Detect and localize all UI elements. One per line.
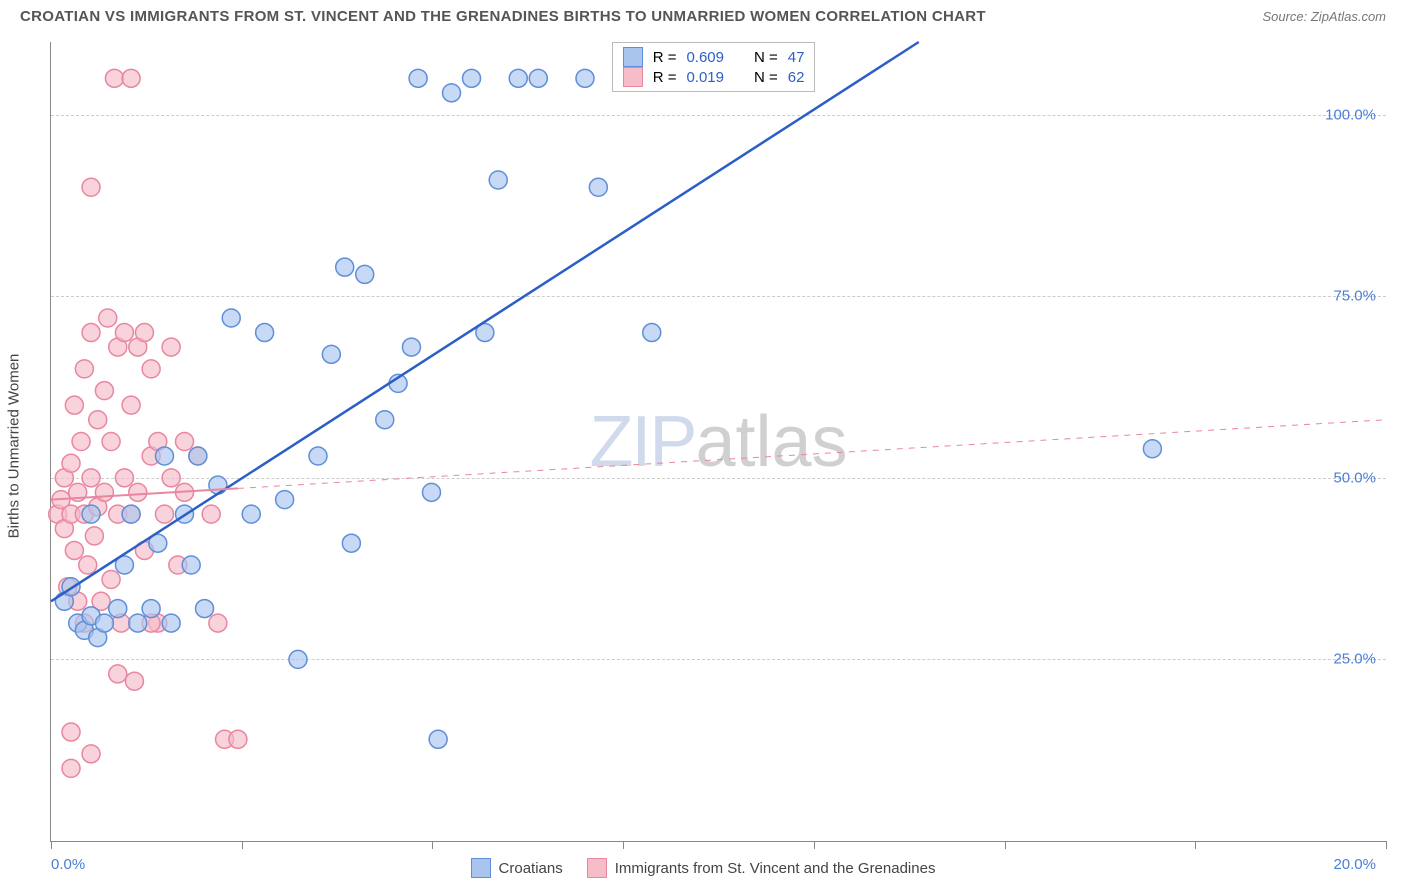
chart-plot-area: ZIPatlas 25.0%50.0%75.0%100.0% R = 0.609… [50, 42, 1386, 842]
legend-label: Croatians [499, 860, 563, 877]
series-legend: Croatians Immigrants from St. Vincent an… [0, 858, 1406, 878]
chart-title: CROATIAN VS IMMIGRANTS FROM ST. VINCENT … [20, 8, 986, 25]
legend-swatch-immigrants [623, 67, 643, 87]
legend-n-value-immigrants: 62 [788, 69, 805, 86]
legend-r-label: R = [653, 69, 677, 86]
legend-item-croatians: Croatians [471, 858, 563, 878]
legend-r-value-croatians: 0.609 [686, 49, 724, 66]
title-bar: CROATIAN VS IMMIGRANTS FROM ST. VINCENT … [0, 0, 1406, 31]
legend-n-label: N = [754, 69, 778, 86]
legend-n-value-croatians: 47 [788, 49, 805, 66]
legend-row-croatians: R = 0.609 N = 47 [623, 47, 805, 67]
legend-swatch-icon [587, 858, 607, 878]
source-label: Source: ZipAtlas.com [1262, 9, 1386, 24]
legend-r-label: R = [653, 49, 677, 66]
legend-swatch-croatians [623, 47, 643, 67]
legend-r-value-immigrants: 0.019 [686, 69, 724, 86]
legend-item-immigrants: Immigrants from St. Vincent and the Gren… [587, 858, 936, 878]
scatter-plot-svg [51, 42, 1386, 841]
correlation-legend: R = 0.609 N = 47 R = 0.019 N = 62 [612, 42, 816, 92]
y-axis-label: Births to Unmarried Women [6, 354, 23, 539]
legend-row-immigrants: R = 0.019 N = 62 [623, 67, 805, 87]
legend-n-label: N = [754, 49, 778, 66]
legend-label: Immigrants from St. Vincent and the Gren… [615, 860, 936, 877]
legend-swatch-icon [471, 858, 491, 878]
